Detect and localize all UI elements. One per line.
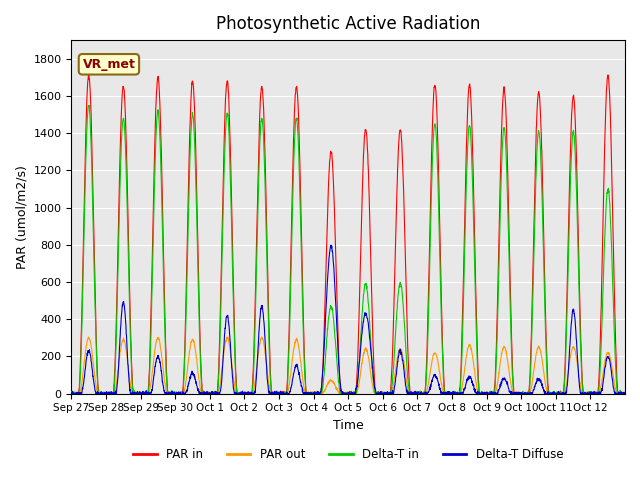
Y-axis label: PAR (umol/m2/s): PAR (umol/m2/s) xyxy=(15,165,28,269)
Legend: PAR in, PAR out, Delta-T in, Delta-T Diffuse: PAR in, PAR out, Delta-T in, Delta-T Dif… xyxy=(129,443,568,466)
Text: VR_met: VR_met xyxy=(83,58,135,71)
X-axis label: Time: Time xyxy=(333,419,364,432)
Title: Photosynthetic Active Radiation: Photosynthetic Active Radiation xyxy=(216,15,481,33)
